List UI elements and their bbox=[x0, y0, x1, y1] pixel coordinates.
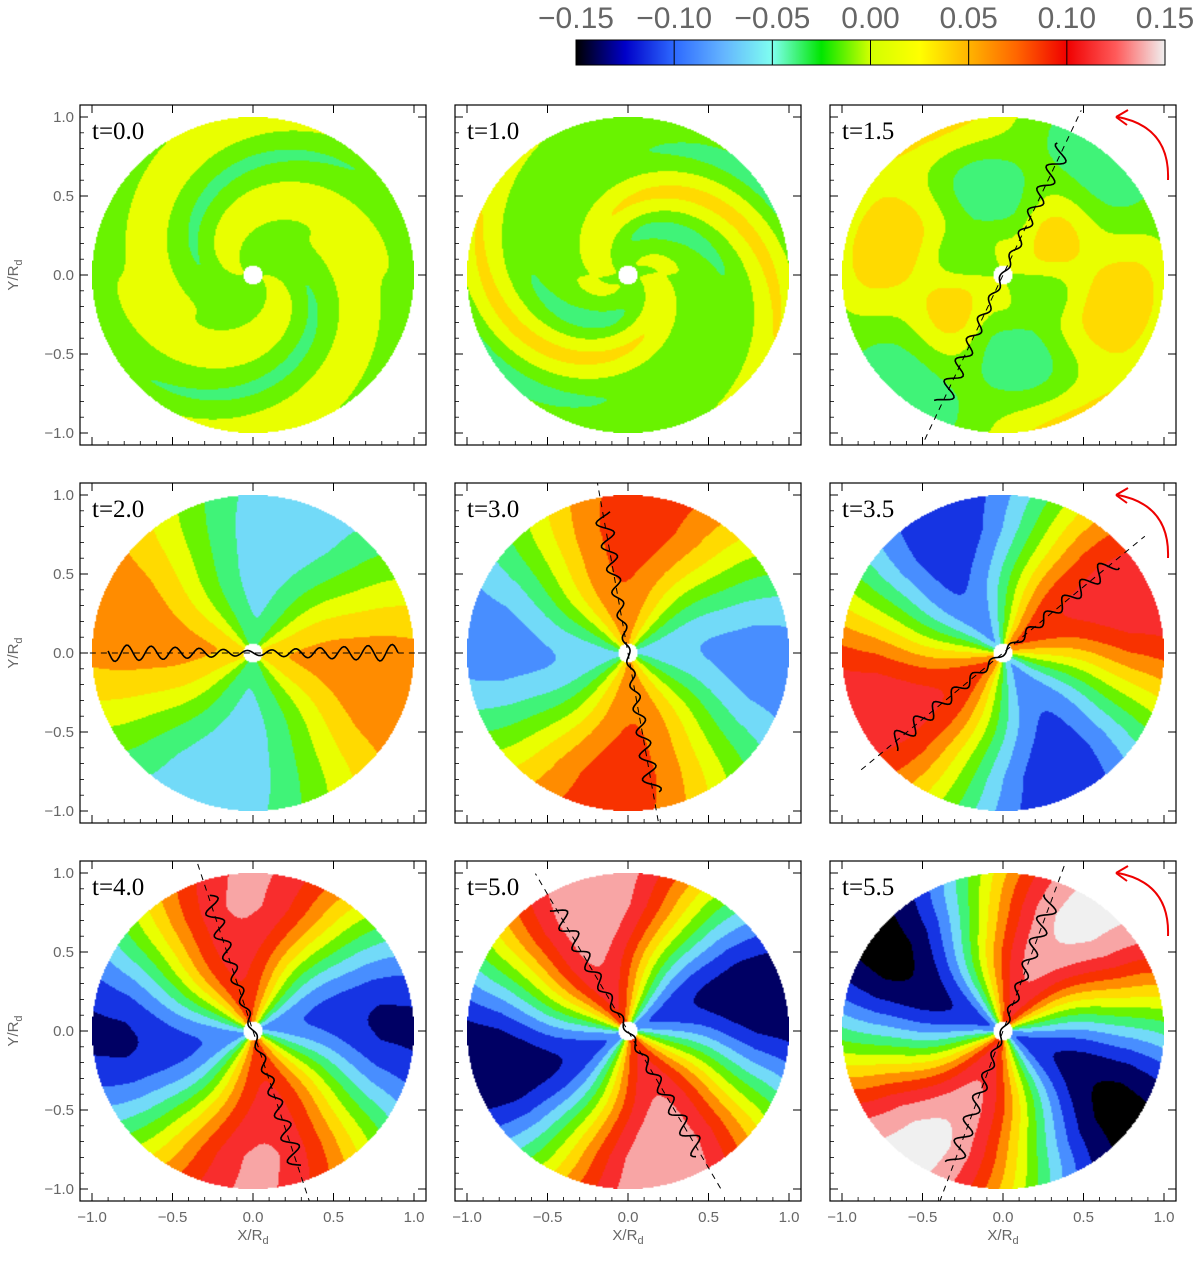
y-axis-title: Y/Rd bbox=[5, 637, 25, 668]
rotation-arrow bbox=[1117, 872, 1170, 937]
x-tick-label: −0.5 bbox=[533, 1209, 563, 1226]
y-axis-title: Y/Rd bbox=[5, 1015, 25, 1046]
colorbar-tick-label: −0.05 bbox=[734, 2, 810, 35]
wavy-profile-curve bbox=[204, 894, 302, 1166]
colorbar-tick-label: −0.15 bbox=[538, 2, 614, 35]
x-tick-label: 0.0 bbox=[243, 1209, 264, 1226]
panel: t=3.5 bbox=[829, 482, 1177, 824]
x-axis-title: X/Rd bbox=[612, 1227, 643, 1247]
panel-grid: t=0.0 −1.0 −0.5 0.0 0.5 1.0 Y/Rd t=1.0 t=1.5 t=2.… bbox=[5, 104, 1177, 1247]
rotation-arrow-head bbox=[1115, 109, 1129, 126]
colorbar-tick-label: 0.15 bbox=[1136, 2, 1194, 35]
y-tick-label: 0.5 bbox=[53, 944, 74, 961]
colorbar-tick-label: 0.00 bbox=[841, 2, 899, 35]
x-tick-label: 1.0 bbox=[404, 1209, 425, 1226]
colorbar-tick-label: 0.10 bbox=[1038, 2, 1096, 35]
y-tick-label: −1.0 bbox=[44, 1181, 74, 1198]
x-tick-label: −0.5 bbox=[908, 1209, 938, 1226]
y-tick-label: 0.0 bbox=[53, 267, 74, 284]
x-tick-label: 0.5 bbox=[1073, 1209, 1094, 1226]
y-tick-label: −1.0 bbox=[44, 425, 74, 442]
y-tick-label: 0.5 bbox=[53, 188, 74, 205]
colorbar-tick-label: 0.05 bbox=[939, 2, 997, 35]
wavy-profile-curve bbox=[933, 142, 1067, 402]
x-tick-label: 1.0 bbox=[1154, 1209, 1175, 1226]
dashed-axis-line bbox=[196, 861, 310, 1201]
x-tick-label: 0.5 bbox=[698, 1209, 719, 1226]
wavy-profile-curve bbox=[549, 909, 701, 1158]
y-tick-label: −1.0 bbox=[44, 803, 74, 820]
disc-center-hole bbox=[246, 268, 260, 282]
panel: t=4.0 −1.0 −0.5 0.0 0.5 1.0 Y/Rd −1.0 −0.5 0.0 0.5… bbox=[5, 860, 427, 1247]
colorbar-tick-label: −0.10 bbox=[636, 2, 712, 35]
panel: t=1.5 bbox=[829, 104, 1177, 446]
x-tick-label: −1.0 bbox=[77, 1209, 107, 1226]
time-label: t=1.0 bbox=[467, 118, 519, 145]
disc-center-hole bbox=[621, 268, 635, 282]
wavy-profile-curve bbox=[107, 643, 399, 663]
panel: t=3.0 bbox=[454, 482, 802, 824]
x-tick-label: −1.0 bbox=[827, 1209, 857, 1226]
y-tick-label: 0.5 bbox=[53, 566, 74, 583]
time-label: t=5.5 bbox=[842, 874, 894, 901]
time-label: t=3.5 bbox=[842, 496, 894, 523]
rotation-arrow-head bbox=[1115, 865, 1129, 882]
x-axis-title: X/Rd bbox=[987, 1227, 1018, 1247]
y-tick-label: 0.0 bbox=[53, 1023, 74, 1040]
panel: t=2.0 −1.0 −0.5 0.0 0.5 1.0 Y/Rd bbox=[5, 482, 427, 824]
time-label: t=1.5 bbox=[842, 118, 894, 145]
x-tick-label: −1.0 bbox=[452, 1209, 482, 1226]
wavy-profile-curve bbox=[595, 511, 662, 793]
panel: t=1.0 bbox=[454, 104, 802, 446]
dashed-axis-line bbox=[924, 110, 1082, 440]
x-tick-label: 0.0 bbox=[993, 1209, 1014, 1226]
y-tick-label: 1.0 bbox=[53, 487, 74, 504]
y-tick-label: 1.0 bbox=[53, 865, 74, 882]
rotation-arrow bbox=[1117, 494, 1170, 559]
x-tick-label: 0.0 bbox=[618, 1209, 639, 1226]
panel: t=5.0 −1.0 −0.5 0.0 0.5 1.0 X/Rd bbox=[452, 860, 802, 1247]
x-tick-label: 1.0 bbox=[779, 1209, 800, 1226]
wavy-profile-curve bbox=[944, 894, 1057, 1163]
dashed-axis-line bbox=[939, 861, 1067, 1201]
disc-center-hole bbox=[996, 1024, 1010, 1038]
y-axis-title: Y/Rd bbox=[5, 259, 25, 290]
time-label: t=3.0 bbox=[467, 496, 519, 523]
x-tick-label: 0.5 bbox=[323, 1209, 344, 1226]
wavy-profile-curve bbox=[893, 562, 1120, 752]
panel: t=5.5 −1.0 −0.5 0.0 0.5 1.0 X/Rd bbox=[827, 860, 1177, 1247]
colorbar: −0.15 −0.10 −0.05 0.00 0.05 0.10 0.15 bbox=[538, 2, 1194, 66]
time-label: t=0.0 bbox=[92, 118, 144, 145]
y-tick-label: −0.5 bbox=[44, 1102, 74, 1119]
y-tick-label: 1.0 bbox=[53, 109, 74, 126]
time-label: t=4.0 bbox=[92, 874, 144, 901]
y-tick-label: −0.5 bbox=[44, 724, 74, 741]
panel: t=0.0 −1.0 −0.5 0.0 0.5 1.0 Y/Rd bbox=[5, 104, 427, 446]
rotation-arrow bbox=[1117, 116, 1170, 181]
y-tick-label: 0.0 bbox=[53, 645, 74, 662]
x-tick-label: −0.5 bbox=[158, 1209, 188, 1226]
rotation-arrow-head bbox=[1115, 487, 1129, 504]
time-label: t=2.0 bbox=[92, 496, 144, 523]
y-tick-label: −0.5 bbox=[44, 346, 74, 363]
time-label: t=5.0 bbox=[467, 874, 519, 901]
x-axis-title: X/Rd bbox=[237, 1227, 268, 1247]
